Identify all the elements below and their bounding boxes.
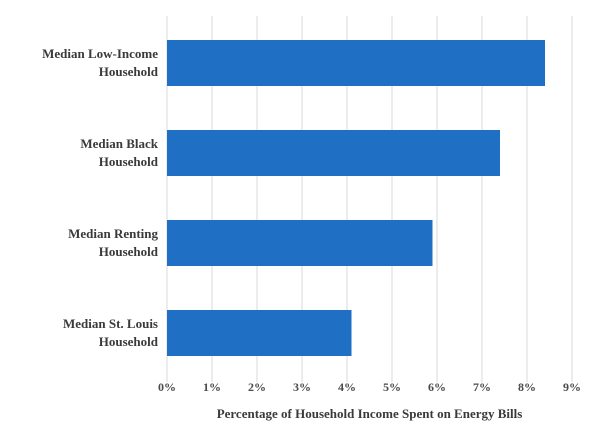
x-tick-label: 8%: [518, 380, 536, 394]
x-tick-label: 5%: [383, 380, 401, 394]
category-label-line: Median St. Louis: [63, 316, 158, 331]
bar: [167, 40, 545, 86]
category-label: Median St. Louis Household: [63, 316, 159, 349]
category-label: Median Renting Household: [68, 226, 159, 259]
category-label-line: Household: [99, 64, 159, 79]
x-tick-label: 7%: [473, 380, 491, 394]
x-tick-label: 4%: [338, 380, 356, 394]
category-label-line: Household: [99, 154, 159, 169]
x-tick-label: 0%: [158, 380, 176, 394]
category-label-line: Median Black: [80, 136, 158, 151]
x-axis-title: Percentage of Household Income Spent on …: [217, 406, 523, 421]
x-tick-label: 1%: [203, 380, 221, 394]
category-labels: Median Low-Income Household Median Black Ho…: [42, 46, 159, 349]
category-label-line: Household: [99, 334, 159, 349]
category-label-line: Median Low-Income: [42, 46, 158, 61]
x-tick-label: 3%: [293, 380, 311, 394]
category-label-line: Household: [99, 244, 159, 259]
bar: [167, 310, 352, 356]
x-tick-label: 9%: [563, 380, 581, 394]
category-label: Median Low-Income Household: [42, 46, 159, 79]
x-tick-label: 6%: [428, 380, 446, 394]
x-tick-label: 2%: [248, 380, 266, 394]
category-label: Median Black Household: [80, 136, 158, 169]
bars: [167, 40, 545, 356]
category-label-line: Median Renting: [68, 226, 158, 241]
bar: [167, 130, 500, 176]
bar: [167, 220, 433, 266]
x-tick-labels: 0% 1% 2% 3% 4% 5% 6% 7% 8% 9%: [158, 380, 581, 394]
